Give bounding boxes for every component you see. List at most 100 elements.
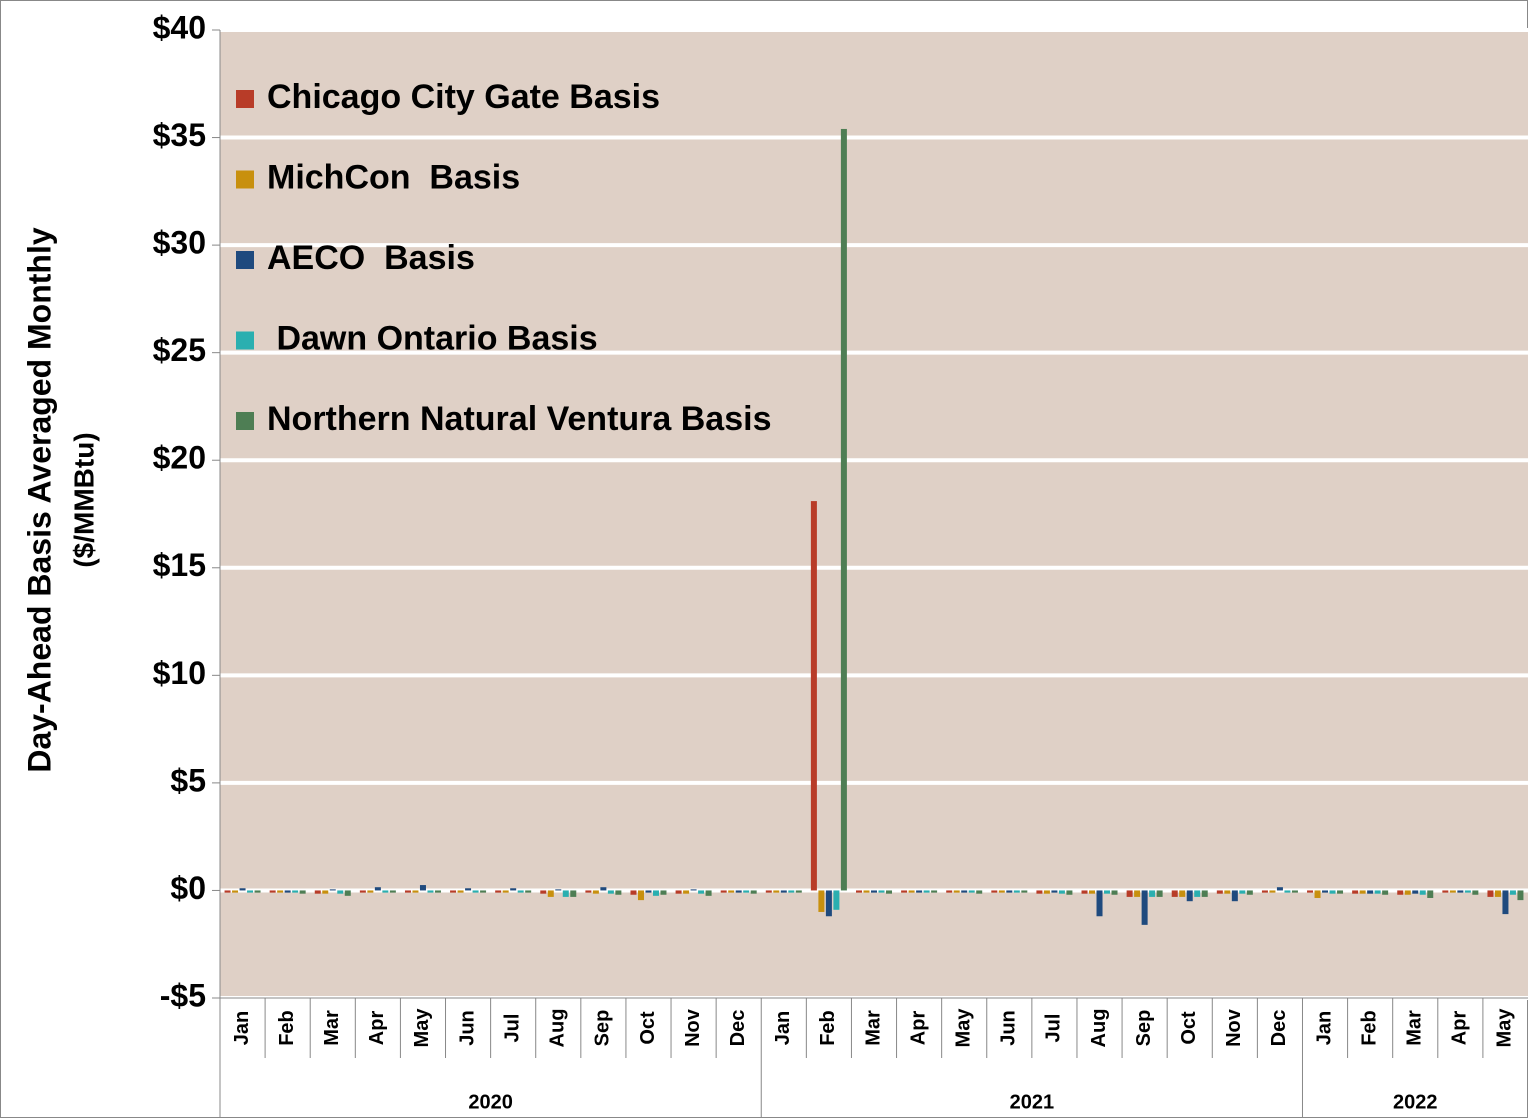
- bar: [871, 890, 877, 893]
- bar: [412, 890, 419, 893]
- bar: [728, 890, 735, 893]
- bar: [254, 890, 261, 893]
- bar: [239, 888, 246, 891]
- legend-label: AECO Basis: [267, 239, 475, 277]
- x-tick-label: Jun: [998, 1010, 1020, 1046]
- bar: [1291, 890, 1298, 893]
- bar: [562, 890, 569, 897]
- bar: [652, 890, 659, 896]
- bar: [1487, 890, 1494, 897]
- bar: [1134, 890, 1141, 897]
- bar: [585, 890, 592, 893]
- bar: [705, 890, 712, 896]
- y-tick-label: $20: [153, 440, 206, 476]
- bar: [1404, 890, 1411, 895]
- x-tick-label: Dec: [727, 1010, 749, 1047]
- bar: [269, 890, 276, 893]
- bar: [840, 128, 847, 891]
- bar: [1261, 890, 1268, 893]
- bar: [743, 890, 750, 893]
- bar: [750, 890, 757, 894]
- bar: [1322, 890, 1329, 893]
- bar: [592, 890, 599, 894]
- bar: [547, 890, 554, 897]
- bar: [322, 890, 329, 894]
- bar: [660, 890, 667, 895]
- x-tick-label: Feb: [817, 1010, 839, 1046]
- year-label: 2022: [1393, 1091, 1438, 1113]
- bar: [450, 890, 457, 893]
- bar: [1013, 890, 1020, 893]
- bar: [232, 890, 239, 893]
- bar: [404, 890, 411, 893]
- bar: [765, 890, 772, 893]
- legend-swatch: [236, 90, 254, 108]
- y-tick-label: -$5: [160, 977, 206, 1013]
- bar: [434, 890, 441, 893]
- bar: [615, 890, 622, 895]
- bar: [607, 890, 614, 894]
- x-tick-label: Apr: [907, 1011, 929, 1046]
- y-axis-label-line: Day-Ahead Basis Averaged Monthly: [21, 227, 57, 773]
- bar: [946, 890, 953, 893]
- bar: [1051, 890, 1058, 893]
- bar: [1186, 890, 1193, 902]
- bar: [1179, 890, 1186, 897]
- x-tick-label: Aug: [1088, 1009, 1110, 1048]
- bar: [359, 890, 366, 893]
- bar: [1141, 890, 1148, 925]
- bar: [1081, 890, 1088, 894]
- bar: [645, 890, 652, 893]
- bar: [856, 890, 862, 893]
- x-tick-label: May: [1494, 1008, 1516, 1048]
- bar: [690, 889, 697, 891]
- bar: [698, 890, 705, 894]
- bar: [1276, 887, 1283, 891]
- bar: [1314, 890, 1321, 898]
- bar: [570, 890, 577, 897]
- bar: [540, 890, 547, 894]
- y-tick-label: $30: [153, 225, 206, 261]
- bar: [818, 890, 825, 912]
- bar: [1104, 890, 1111, 894]
- legend-label: Dawn Ontario Basis: [267, 319, 598, 357]
- bar: [788, 890, 795, 893]
- bar: [1449, 890, 1456, 893]
- x-tick-label: Sep: [592, 1010, 614, 1047]
- y-axis-label: Day-Ahead Basis Averaged Monthly ($/MMBt…: [21, 227, 99, 773]
- bar: [1058, 890, 1065, 894]
- bar: [472, 890, 479, 893]
- bar: [1457, 890, 1464, 893]
- x-tick-label: May: [952, 1008, 974, 1048]
- bar: [1246, 890, 1253, 895]
- bar: [1494, 890, 1501, 897]
- legend-swatch: [236, 251, 254, 269]
- year-label: 2021: [1010, 1091, 1055, 1113]
- bar: [299, 890, 306, 894]
- bar: [886, 890, 892, 894]
- bar: [637, 890, 644, 901]
- bar: [329, 889, 336, 891]
- year-label: 2020: [468, 1091, 513, 1113]
- bar: [825, 890, 832, 917]
- legend-label: Chicago City Gate Basis: [267, 78, 660, 116]
- y-tick-label: $25: [153, 332, 206, 368]
- bar: [630, 890, 637, 895]
- bar: [502, 890, 509, 893]
- bar: [720, 890, 727, 893]
- bar: [1036, 890, 1043, 894]
- y-tick-label: $15: [153, 547, 206, 583]
- x-tick-label: Dec: [1268, 1010, 1290, 1047]
- bar: [1509, 890, 1516, 895]
- bar: [465, 888, 472, 891]
- bar: [337, 890, 344, 894]
- x-tick-label: Jan: [231, 1011, 253, 1045]
- bar: [1517, 890, 1524, 901]
- x-tick-label: Feb: [1358, 1010, 1380, 1046]
- bar: [810, 501, 817, 891]
- bar: [1359, 890, 1366, 894]
- bar: [1216, 890, 1223, 894]
- bar: [525, 890, 532, 893]
- bar: [495, 890, 502, 893]
